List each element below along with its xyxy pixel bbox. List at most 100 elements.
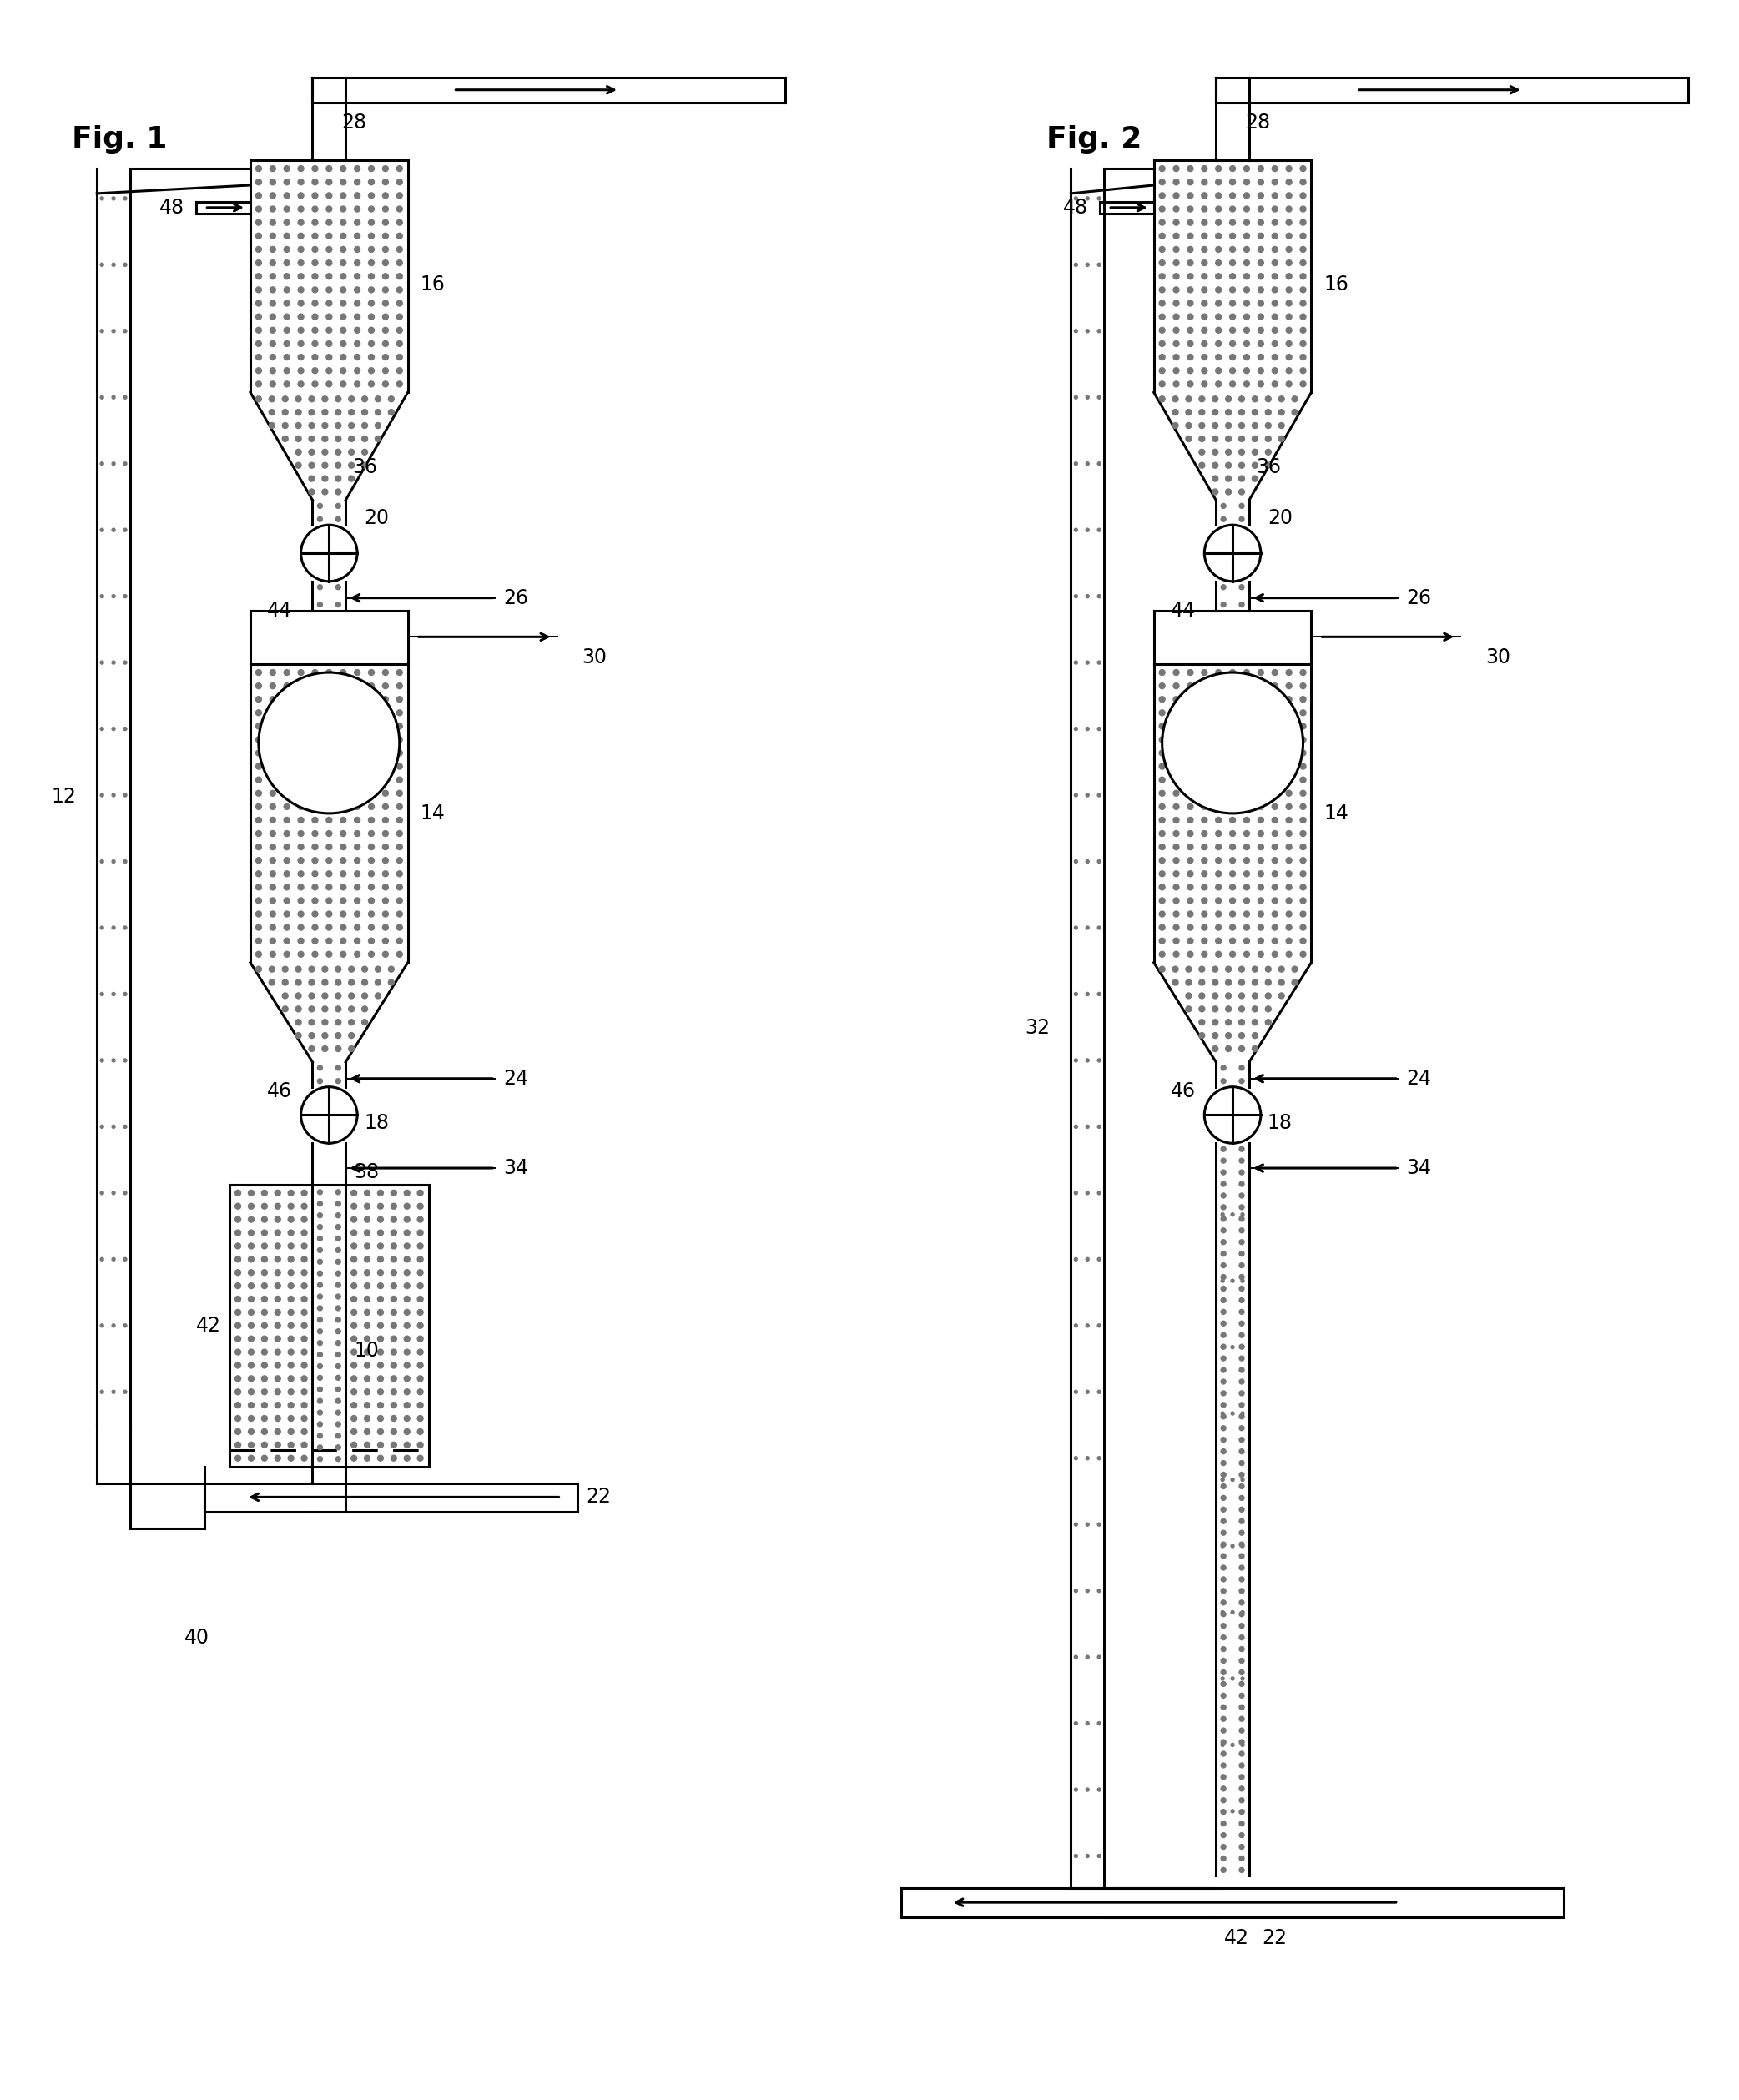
Circle shape [249,1403,254,1407]
Circle shape [1209,1119,1212,1124]
Circle shape [1216,804,1221,811]
Circle shape [403,1363,410,1369]
Circle shape [301,1336,308,1342]
Circle shape [261,1283,268,1289]
Circle shape [1085,197,1089,200]
Circle shape [1186,993,1191,1000]
Circle shape [1188,670,1193,676]
Circle shape [369,355,374,359]
Circle shape [256,670,261,676]
Circle shape [1301,857,1306,863]
Circle shape [1221,1065,1226,1071]
Circle shape [1188,697,1193,701]
Circle shape [1240,1205,1243,1210]
Text: 48: 48 [160,197,184,218]
Circle shape [311,871,318,876]
Circle shape [417,1296,423,1302]
Circle shape [391,1296,396,1302]
Circle shape [275,1216,280,1222]
Circle shape [355,844,360,851]
Circle shape [377,1203,383,1210]
Circle shape [256,355,261,359]
Circle shape [1198,1033,1205,1037]
Circle shape [1243,710,1250,716]
Circle shape [1085,1722,1089,1724]
Circle shape [1221,1344,1226,1348]
Circle shape [1257,750,1264,756]
Circle shape [1075,993,1078,995]
Circle shape [1221,1367,1226,1373]
Circle shape [396,273,402,279]
Circle shape [1287,790,1292,796]
Circle shape [383,670,388,676]
Circle shape [1216,857,1221,863]
Circle shape [1301,206,1306,212]
Circle shape [417,1243,423,1249]
Circle shape [1188,764,1193,769]
Circle shape [283,911,290,918]
Circle shape [282,437,289,441]
Circle shape [327,206,332,212]
Circle shape [327,897,332,903]
Circle shape [391,1243,396,1249]
Circle shape [235,1443,240,1447]
Circle shape [336,1270,341,1277]
Circle shape [1257,871,1264,876]
Circle shape [1271,179,1278,185]
Circle shape [1301,260,1306,267]
Circle shape [1202,924,1207,930]
Circle shape [1212,1046,1217,1052]
Circle shape [101,395,104,399]
Circle shape [336,1340,341,1346]
Circle shape [403,1243,410,1249]
Circle shape [391,1336,396,1342]
Circle shape [318,1237,322,1241]
Circle shape [249,1336,254,1342]
Circle shape [318,1214,322,1218]
Circle shape [322,462,329,468]
Circle shape [289,1403,294,1407]
Circle shape [1243,884,1250,890]
Circle shape [1188,193,1193,197]
Circle shape [318,1283,322,1287]
Circle shape [383,722,388,729]
Circle shape [275,1243,280,1249]
Circle shape [297,777,304,783]
Circle shape [341,790,346,796]
Circle shape [1202,300,1207,307]
Circle shape [1240,1357,1243,1361]
Circle shape [1160,951,1165,958]
Circle shape [1292,397,1297,401]
Circle shape [301,1203,308,1210]
Circle shape [310,1018,315,1025]
Circle shape [1160,844,1165,851]
Circle shape [1231,1478,1235,1480]
Circle shape [101,662,104,664]
Circle shape [261,1191,268,1195]
Circle shape [363,1443,370,1447]
Circle shape [1301,670,1306,676]
Circle shape [348,1033,355,1037]
Circle shape [1226,993,1231,1000]
Circle shape [355,355,360,359]
Circle shape [348,966,355,972]
Circle shape [327,924,332,930]
Circle shape [336,1376,341,1380]
Circle shape [275,1376,280,1382]
Circle shape [1097,993,1101,995]
Circle shape [355,924,360,930]
Circle shape [1229,233,1235,239]
Circle shape [1188,179,1193,185]
Circle shape [311,777,318,783]
Circle shape [1271,206,1278,212]
Circle shape [1238,437,1245,441]
Circle shape [1188,790,1193,796]
Circle shape [256,897,261,903]
Circle shape [270,697,275,701]
Circle shape [1221,1678,1224,1680]
Circle shape [396,246,402,252]
Circle shape [1216,166,1221,172]
Circle shape [351,1376,356,1382]
Circle shape [256,777,261,783]
Circle shape [1240,584,1243,590]
